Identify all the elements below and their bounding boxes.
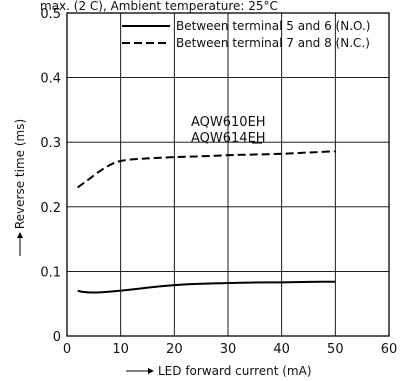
x-axis-title-arrow-head — [148, 368, 154, 374]
chart-header-text: max. (2 C), Ambient temperature: 25°C — [40, 0, 278, 13]
x-tick-label: 30 — [220, 342, 237, 357]
tick-labels: 0 10 20 30 40 50 60 0 0.1 0.2 0.3 0.4 0.5 — [40, 7, 397, 357]
legend-label-1: Between terminal 5 and 6 (N.O.) — [176, 19, 370, 33]
x-tick-label: 0 — [63, 342, 71, 357]
x-tick-label: 40 — [273, 342, 290, 357]
x-tick-label: 50 — [327, 342, 344, 357]
x-axis-title-text: LED forward current (mA) — [158, 364, 312, 378]
y-axis-title-arrow-head — [17, 232, 23, 238]
y-axis-title-text: Reverse time (ms) — [13, 119, 27, 229]
y-tick-label: 0.1 — [40, 265, 61, 280]
legend: Between terminal 5 and 6 (N.O.) Between t… — [122, 19, 370, 50]
series-lines — [77, 150, 337, 294]
legend-label-2: Between terminal 7 and 8 (N.C.) — [176, 36, 370, 50]
x-axis-title: LED forward current (mA) — [126, 364, 312, 378]
x-tick-label: 20 — [166, 342, 183, 357]
annotation-line-2: AQW614EH — [191, 131, 266, 146]
y-axis-title: Reverse time (ms) — [13, 119, 27, 256]
x-tick-label: 60 — [381, 342, 398, 357]
y-tick-label: 0.5 — [40, 7, 61, 22]
y-tick-label: 0.4 — [40, 72, 61, 87]
y-tick-label: 0 — [53, 330, 61, 345]
x-tick-label: 10 — [112, 342, 129, 357]
annotation-line-1: AQW610EH — [191, 115, 266, 130]
annotation-block: AQW610EH AQW614EH — [191, 115, 266, 146]
series-line-2 — [77, 150, 337, 189]
grid — [67, 13, 389, 336]
y-tick-label: 0.2 — [40, 201, 61, 216]
y-tick-label: 0.3 — [40, 136, 61, 151]
series-line-1 — [77, 280, 336, 294]
